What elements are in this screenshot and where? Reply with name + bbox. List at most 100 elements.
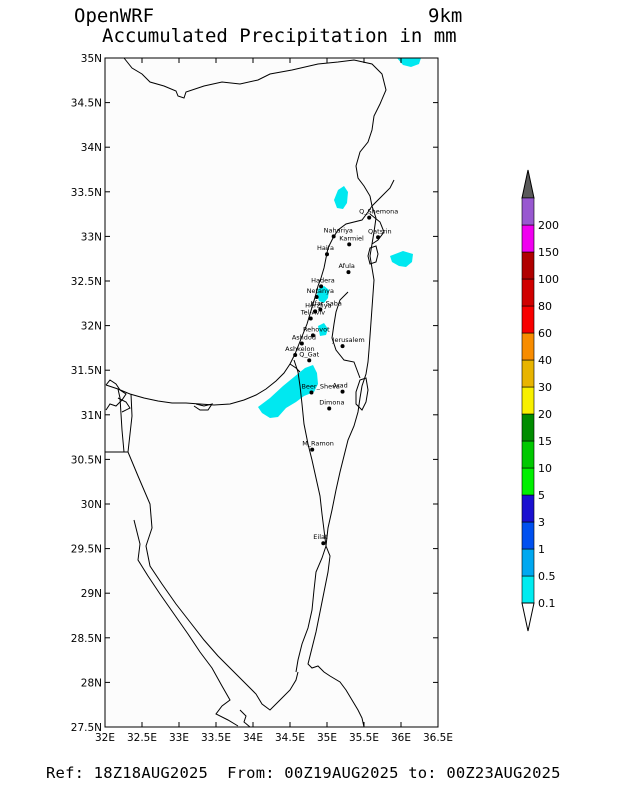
city-marker: [331, 234, 336, 239]
city-label: M_Ramon: [302, 440, 334, 448]
coastline-nile-delta: [105, 379, 214, 413]
city-label: Netanya: [307, 287, 334, 295]
lon-tick-label: 33E: [169, 732, 189, 744]
city-marker: [340, 389, 345, 394]
legend-level-label: 40: [538, 354, 552, 367]
city-marker: [376, 235, 381, 240]
precip-patch-golan-east: [390, 251, 413, 267]
legend-color-box: [521, 413, 535, 442]
coastlines-and-borders: [105, 57, 395, 728]
lat-tick-label: 28N: [81, 677, 102, 689]
field-title: Accumulated Precipitation in mm: [102, 25, 457, 47]
precipitation-areas: [258, 58, 421, 418]
city-marker: [318, 307, 323, 312]
lat-tick-label: 29.5N: [71, 544, 102, 556]
legend-level-label: 3: [538, 516, 545, 529]
city-label: Q_Shemona: [359, 208, 398, 216]
city-marker: [347, 242, 352, 247]
city-marker: [299, 341, 304, 346]
map-title: OpenWRF Accumulated Precipitation in mm: [74, 6, 457, 46]
precip-patch-north-sea: [397, 58, 421, 67]
precip-patch-sharon: [317, 286, 329, 303]
city-label: Rehovot: [303, 325, 330, 333]
lat-tick-label: 30.5N: [71, 454, 102, 466]
precip-patch-negev: [258, 365, 318, 418]
coastline-gulf-of-aqaba-west: [295, 545, 327, 673]
city-label: Ashkelon: [285, 345, 314, 353]
run-info-footer: Ref: 18Z18AUG2025 From: 00Z19AUG2025 to:…: [46, 764, 561, 782]
city-label: Kfar Saba: [310, 300, 342, 308]
lat-tick-label: 32.5N: [71, 276, 102, 288]
legend-over-triangle: [521, 169, 535, 199]
legend-color-box: [521, 359, 535, 388]
city-label: Dimona: [319, 399, 344, 407]
legend-level-label: 15: [538, 435, 552, 448]
city-label: Afula: [338, 262, 354, 270]
border-jordan-valley: [325, 205, 377, 547]
city-marker: [307, 358, 312, 363]
precip-patch-offshore-north: [334, 186, 348, 209]
city-label: Ashdod: [292, 333, 316, 341]
legend-color-box: [521, 386, 535, 415]
legend-color-box: [521, 548, 535, 577]
suez-canal: [127, 393, 133, 453]
lat-tick-label: 33.5N: [71, 187, 102, 199]
city-marker: [309, 390, 314, 395]
legend-color-box: [521, 224, 535, 253]
border-gaza: [289, 363, 301, 373]
lat-tick-label: 34N: [81, 142, 102, 154]
coastline-gulf-of-suez: [105, 451, 299, 711]
legend-color-box: [521, 440, 535, 469]
resolution-label: 9km: [428, 5, 463, 27]
city-marker: [310, 447, 315, 452]
lat-tick-label: 31.5N: [71, 365, 102, 377]
city-marker: [325, 252, 329, 257]
lat-tick-label: 33N: [81, 231, 102, 243]
border-egypt-west: [117, 388, 125, 453]
city-marker: [293, 353, 298, 358]
lat-tick-label: 27.5N: [71, 722, 102, 734]
city-marker: [319, 284, 324, 289]
legend-under-triangle: [521, 602, 535, 632]
city-label: Eilat: [313, 533, 328, 541]
city-label: Herzliya: [305, 301, 331, 309]
city-label: Jerusalem: [332, 336, 365, 344]
city-label: Tel-Aviv: [300, 308, 326, 316]
legend-level-label: 200: [538, 219, 559, 232]
city-marker: [340, 344, 345, 349]
coastline-levant: [105, 205, 373, 406]
city-label: Q_Gat: [299, 350, 319, 358]
city-marker: [367, 215, 372, 220]
plot-frame: [104, 57, 439, 728]
lon-tick-label: 36E: [391, 732, 411, 744]
dead-sea: [355, 377, 369, 411]
city-label: Beer_Sheva: [301, 383, 339, 391]
city-marker: [308, 316, 313, 321]
lon-tick-label: 35E: [317, 732, 337, 744]
city-label: Arad: [333, 382, 348, 390]
city-label: Hadera: [311, 276, 335, 284]
city-marker: [321, 541, 326, 546]
lon-tick-label: 32E: [95, 732, 115, 744]
city-marker: [327, 406, 332, 411]
lon-tick-label: 33.5E: [201, 732, 231, 744]
border-west-bank: [331, 291, 361, 379]
sea-of-galilee: [367, 245, 379, 265]
lon-tick-label: 34.5E: [275, 732, 305, 744]
lat-tick-label: 31N: [81, 410, 102, 422]
coastline-red-sea-small: [239, 709, 251, 728]
legend-level-label: 1: [538, 543, 545, 556]
city-label: Qatsrin: [368, 227, 392, 235]
city-marker: [314, 295, 319, 300]
legend-level-label: 30: [538, 381, 552, 394]
lat-tick-label: 30N: [81, 499, 102, 511]
coastline-gulf-of-aqaba-east: [307, 545, 365, 728]
lat-tick-label: 34.5N: [71, 98, 102, 110]
legend-level-label: 80: [538, 300, 552, 313]
coastline-anatolia: [123, 57, 387, 207]
model-name: OpenWRF: [74, 5, 155, 27]
longitude-axis: 32E 32.5E 33E 33.5E 34E 34.5E 35E 35.5E 36E 36.5E: [95, 58, 453, 744]
legend-color-box: [521, 467, 535, 496]
lat-tick-label: 35N: [81, 53, 102, 65]
lat-tick-label: 32N: [81, 321, 102, 333]
